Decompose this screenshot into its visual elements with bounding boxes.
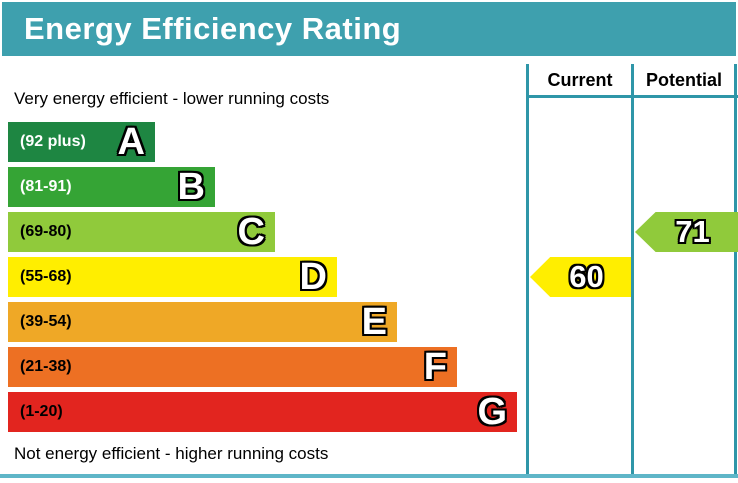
- band-letter: F: [423, 346, 447, 388]
- current-rating-arrow: 60: [530, 257, 631, 297]
- band-range-label: (1-20): [20, 403, 63, 420]
- band-range-label: (39-54): [20, 313, 72, 330]
- band-range-label: (81-91): [20, 178, 72, 195]
- bottom-note: Not energy efficient - higher running co…: [14, 444, 329, 463]
- band-letter: E: [361, 301, 387, 343]
- band-row-D: (55-68) D: [8, 257, 337, 297]
- band-row-B: (81-91) B: [8, 167, 215, 207]
- current-column-left-border: [526, 64, 529, 478]
- current-rating-value: 60: [569, 259, 604, 294]
- current-column-header: Current: [547, 70, 613, 90]
- band-letter: A: [117, 121, 145, 163]
- potential-column-header: Potential: [645, 70, 722, 90]
- band-letter: C: [237, 211, 265, 253]
- band-row-G: (1-20) G: [8, 392, 517, 432]
- chart-right-border: [734, 64, 737, 478]
- band-range-label: (92 plus): [20, 133, 86, 150]
- chart-bottom-border: [0, 474, 738, 478]
- band-range-label: (21-38): [20, 358, 72, 375]
- chart-title: Energy Efficiency Rating: [24, 11, 402, 46]
- band-row-A: (92 plus) A: [8, 122, 155, 162]
- potential-rating-arrow: 71: [635, 212, 738, 252]
- band-letter: D: [299, 256, 327, 298]
- band-row-C: (69-80) C: [8, 212, 275, 252]
- band-range-label: (69-80): [20, 223, 72, 240]
- band-letter: B: [177, 166, 205, 208]
- band-row-F: (21-38) F: [8, 347, 457, 387]
- column-header-separator: [526, 95, 738, 98]
- potential-column-left-border: [631, 64, 634, 478]
- chart-title-bar: Energy Efficiency Rating: [2, 2, 736, 56]
- potential-rating-value: 71: [675, 214, 710, 249]
- band-letter: G: [477, 391, 507, 433]
- rating-bands: (92 plus) A (81-91) B (69-80) C (55-68) D (39-54…: [8, 122, 517, 437]
- band-range-label: (55-68): [20, 268, 72, 285]
- band-row-E: (39-54) E: [8, 302, 397, 342]
- top-note: Very energy efficient - lower running co…: [14, 89, 330, 108]
